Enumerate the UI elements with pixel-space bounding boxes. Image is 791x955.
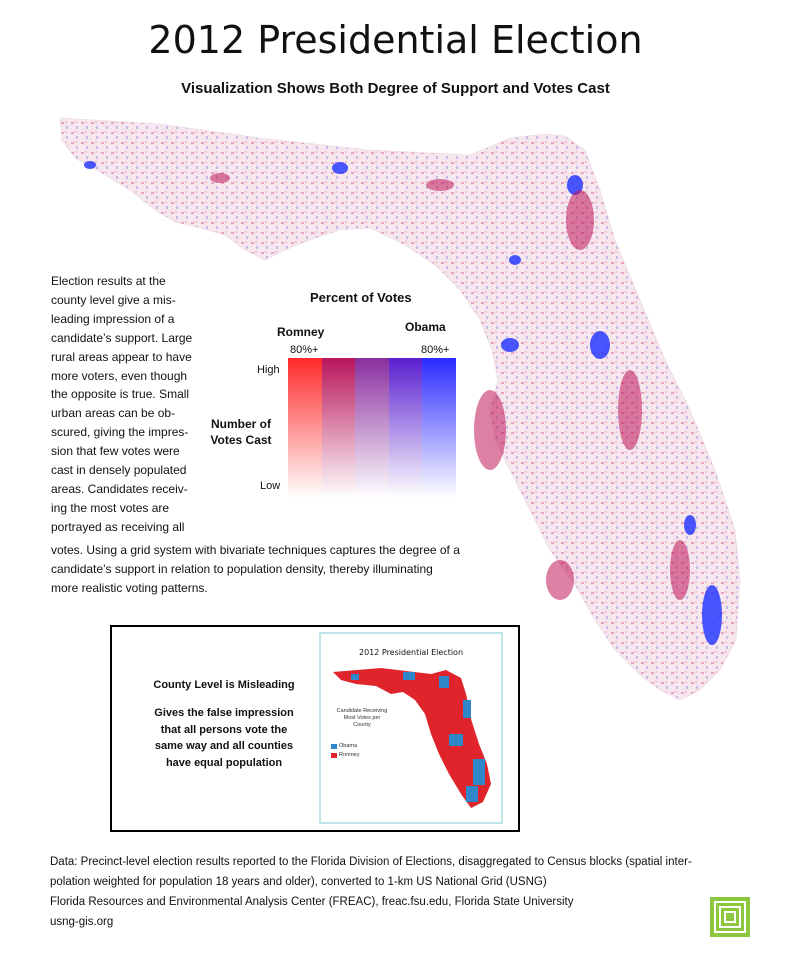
legend-romney-label: Romney — [277, 325, 325, 339]
inset-legend-romney: Romney — [339, 752, 360, 758]
obama-urban-clusters — [84, 161, 722, 645]
legend-title: Percent of Votes — [310, 290, 412, 305]
description-text: Election results at the county level giv… — [51, 274, 193, 534]
legend-romney-pct: 80%+ — [290, 344, 319, 356]
legend-column — [355, 358, 389, 498]
county-map-panel: 2012 Presidential Election Candidate Rec… — [319, 632, 503, 824]
legend-swatch-romney — [331, 753, 337, 758]
inset-body: Gives the false impression that all pers… — [154, 707, 294, 769]
usng-logo-icon — [710, 897, 750, 937]
legend-votes-axis: Number of Votes Cast — [210, 417, 272, 447]
legend-obama-pct: 80%+ — [421, 344, 450, 356]
inset-heading: County Level is Misleading — [153, 679, 295, 691]
legend-obama-label: Obama — [405, 320, 446, 334]
legend-column — [388, 358, 423, 498]
data-source-footer: Data: Precinct-level election results re… — [50, 856, 692, 928]
legend-column — [288, 358, 322, 498]
romney-rural-clusters — [210, 173, 690, 600]
county-map-title: 2012 Presidential Election — [358, 648, 464, 657]
county-level-inset: County Level is Misleading Gives the fal… — [110, 625, 520, 832]
county-romney-fill — [333, 668, 491, 808]
description-text-continued: votes. Using a grid system with bivariat… — [51, 543, 460, 595]
page-subtitle: Visualization Shows Both Degree of Suppo… — [181, 80, 610, 97]
legend-swatch-obama — [331, 744, 337, 749]
county-obama-fill — [351, 672, 485, 802]
legend-high-label: High — [257, 364, 280, 376]
legend-low-label: Low — [260, 480, 281, 492]
florida-election-map — [59, 117, 741, 701]
inset-legend-obama: Obama — [339, 743, 358, 749]
legend-column — [321, 358, 356, 498]
legend-column — [422, 358, 456, 498]
bivariate-color-grid — [288, 358, 456, 498]
county-map — [333, 668, 491, 808]
county-map-caption: Candidate Receiving Most Votes per Count… — [336, 708, 388, 728]
page-title: 2012 Presidential Election — [148, 18, 643, 62]
